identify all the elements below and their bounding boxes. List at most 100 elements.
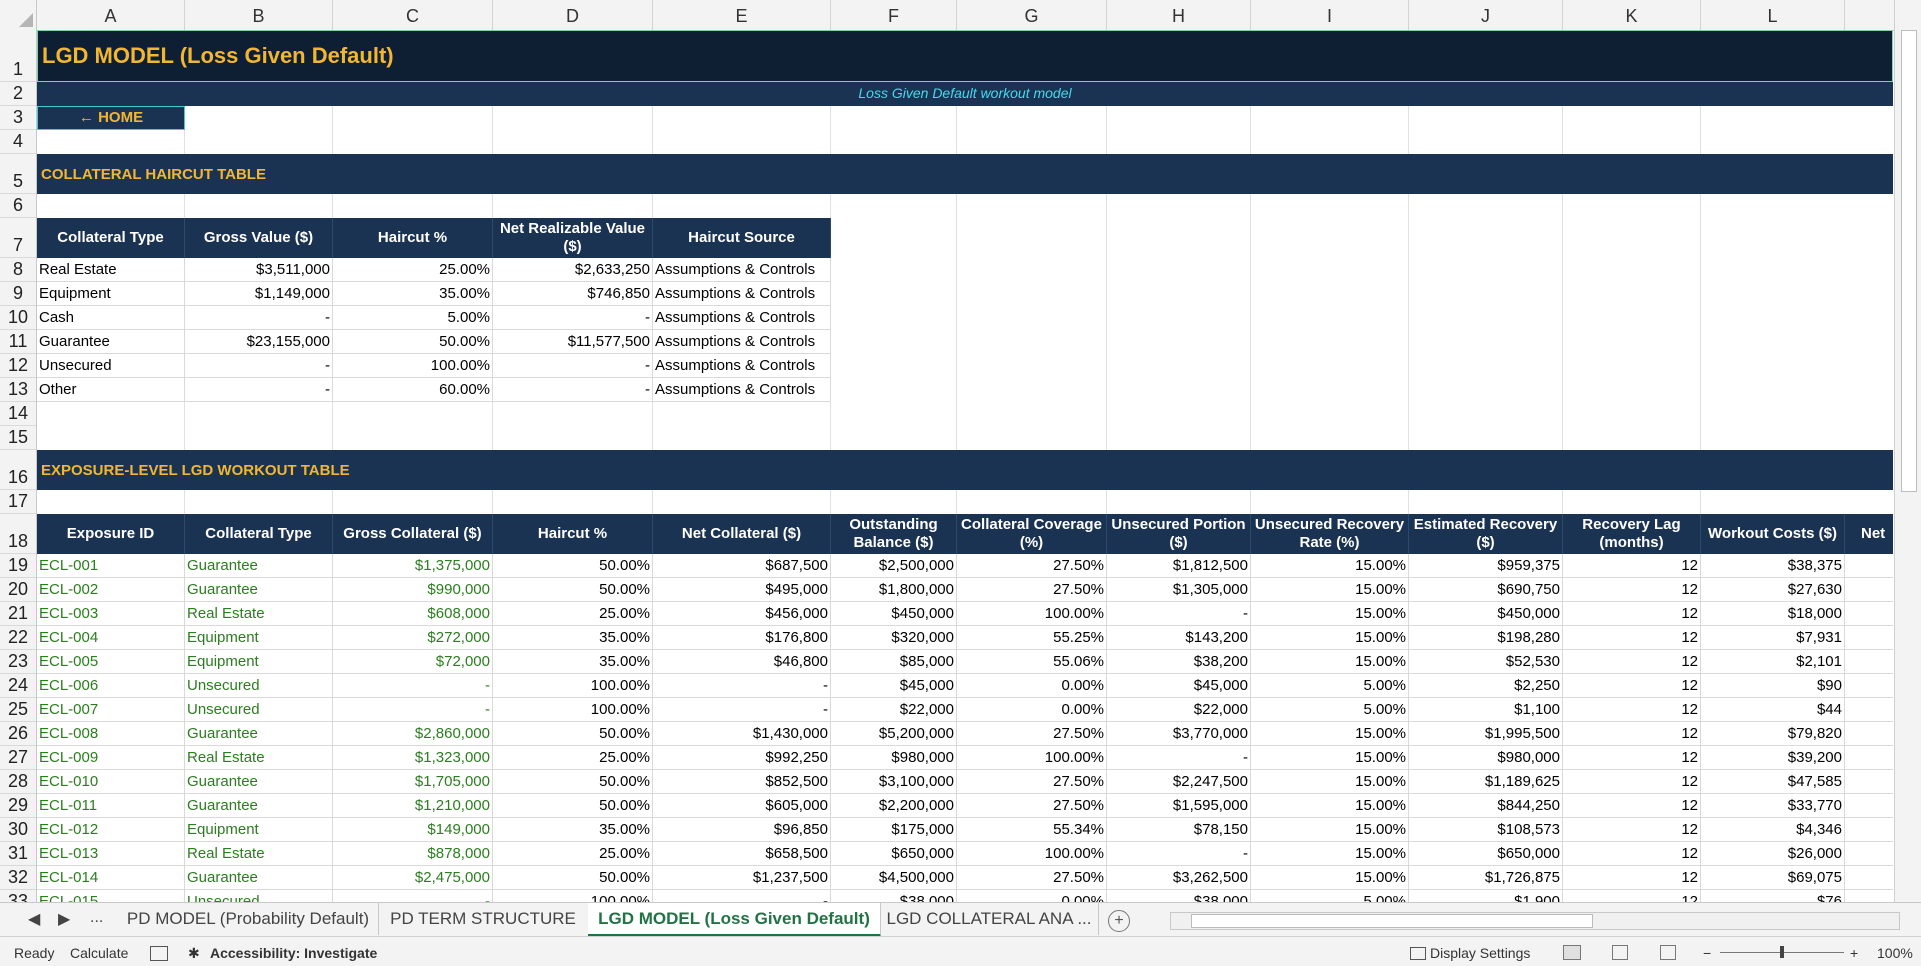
workout-cell[interactable]: $1,800,000: [831, 578, 957, 602]
haircut-cell[interactable]: 35.00%: [333, 282, 493, 306]
workout-cell[interactable]: ECL-004: [37, 626, 185, 650]
row-header[interactable]: 15: [0, 426, 36, 450]
haircut-cell[interactable]: Real Estate: [37, 258, 185, 282]
workout-cell[interactable]: $959,375: [1409, 554, 1563, 578]
haircut-cell[interactable]: Equipment: [37, 282, 185, 306]
workout-cell[interactable]: $1,726,875: [1409, 866, 1563, 890]
haircut-cell[interactable]: -: [185, 378, 333, 402]
workout-cell[interactable]: ECL-009: [37, 746, 185, 770]
workout-cell[interactable]: Guarantee: [185, 794, 333, 818]
workout-cell[interactable]: $687,500: [653, 554, 831, 578]
workout-cell[interactable]: -: [333, 698, 493, 722]
workout-cell[interactable]: 12: [1563, 578, 1701, 602]
vertical-scrollbar[interactable]: [1894, 0, 1921, 902]
row-header[interactable]: 29: [0, 794, 36, 818]
workout-cell[interactable]: -: [1107, 842, 1251, 866]
workout-cell[interactable]: 100.00%: [493, 698, 653, 722]
workout-cell[interactable]: 50.00%: [493, 794, 653, 818]
workout-cell[interactable]: 12: [1563, 866, 1701, 890]
workout-cell[interactable]: [1845, 794, 1893, 818]
workout-cell[interactable]: $176,800: [653, 626, 831, 650]
workout-cell[interactable]: Guarantee: [185, 554, 333, 578]
workout-cell[interactable]: $1,189,625: [1409, 770, 1563, 794]
workout-cell[interactable]: 12: [1563, 554, 1701, 578]
workout-cell[interactable]: -: [653, 890, 831, 902]
workout-cell[interactable]: ECL-007: [37, 698, 185, 722]
workout-cell[interactable]: 100.00%: [957, 746, 1107, 770]
workout-cell[interactable]: 27.50%: [957, 866, 1107, 890]
workout-cell[interactable]: [1845, 842, 1893, 866]
col-header-c[interactable]: C: [333, 0, 493, 30]
workout-cell[interactable]: -: [653, 698, 831, 722]
workout-cell[interactable]: ECL-008: [37, 722, 185, 746]
workout-cell[interactable]: 0.00%: [957, 890, 1107, 902]
workout-cell[interactable]: 25.00%: [493, 602, 653, 626]
prev-sheet-icon[interactable]: ◀: [28, 911, 41, 928]
workout-cell[interactable]: $690,750: [1409, 578, 1563, 602]
haircut-cell[interactable]: Cash: [37, 306, 185, 330]
row-header[interactable]: 8: [0, 258, 36, 282]
col-header-k[interactable]: K: [1563, 0, 1701, 30]
workout-cell[interactable]: $22,000: [1107, 698, 1251, 722]
workout-cell[interactable]: 35.00%: [493, 650, 653, 674]
workout-cell[interactable]: $143,200: [1107, 626, 1251, 650]
row-header[interactable]: 3: [0, 106, 36, 130]
horizontal-scroll-thumb[interactable]: [1191, 914, 1593, 928]
workout-cell[interactable]: [1845, 650, 1893, 674]
select-all-corner[interactable]: [0, 0, 37, 30]
workout-cell[interactable]: 55.34%: [957, 818, 1107, 842]
workout-cell[interactable]: [1845, 722, 1893, 746]
haircut-cell[interactable]: 60.00%: [333, 378, 493, 402]
workout-cell[interactable]: ECL-012: [37, 818, 185, 842]
row-header[interactable]: 32: [0, 866, 36, 890]
workout-cell[interactable]: $45,000: [831, 674, 957, 698]
row-header[interactable]: 30: [0, 818, 36, 842]
haircut-cell[interactable]: -: [493, 378, 653, 402]
workout-cell[interactable]: $38,375: [1701, 554, 1845, 578]
macro-record-icon[interactable]: [150, 946, 168, 961]
workout-cell[interactable]: ECL-003: [37, 602, 185, 626]
row-header[interactable]: 4: [0, 130, 36, 154]
haircut-cell[interactable]: Assumptions & Controls: [653, 282, 831, 306]
workout-cell[interactable]: Equipment: [185, 818, 333, 842]
workout-cell[interactable]: 12: [1563, 626, 1701, 650]
row-header[interactable]: 31: [0, 842, 36, 866]
row-header[interactable]: 24: [0, 674, 36, 698]
workout-cell[interactable]: $495,000: [653, 578, 831, 602]
workout-cell[interactable]: $878,000: [333, 842, 493, 866]
workout-cell[interactable]: $69,075: [1701, 866, 1845, 890]
workout-cell[interactable]: -: [333, 674, 493, 698]
workout-cell[interactable]: $990,000: [333, 578, 493, 602]
workout-cell[interactable]: $608,000: [333, 602, 493, 626]
workout-cell[interactable]: $1,812,500: [1107, 554, 1251, 578]
row-header[interactable]: 16: [0, 450, 36, 490]
display-settings-icon[interactable]: [1410, 947, 1426, 960]
workout-cell[interactable]: $5,200,000: [831, 722, 957, 746]
row-header[interactable]: 9: [0, 282, 36, 306]
workout-cell[interactable]: [1845, 554, 1893, 578]
next-sheet-icon[interactable]: ▶: [58, 911, 71, 928]
workout-cell[interactable]: $1,705,000: [333, 770, 493, 794]
workout-cell[interactable]: $38,000: [831, 890, 957, 902]
workout-cell[interactable]: ECL-013: [37, 842, 185, 866]
workout-cell[interactable]: $1,900: [1409, 890, 1563, 902]
workout-cell[interactable]: $2,101: [1701, 650, 1845, 674]
workout-cell[interactable]: 15.00%: [1251, 770, 1409, 794]
row-header[interactable]: 26: [0, 722, 36, 746]
workout-cell[interactable]: $1,595,000: [1107, 794, 1251, 818]
row-header[interactable]: 23: [0, 650, 36, 674]
workout-cell[interactable]: [1845, 770, 1893, 794]
add-sheet-button[interactable]: +: [1108, 910, 1130, 932]
workout-cell[interactable]: 55.25%: [957, 626, 1107, 650]
workout-cell[interactable]: 15.00%: [1251, 722, 1409, 746]
workout-cell[interactable]: $450,000: [1409, 602, 1563, 626]
workout-cell[interactable]: 15.00%: [1251, 746, 1409, 770]
workout-cell[interactable]: 12: [1563, 890, 1701, 902]
workout-cell[interactable]: $1,323,000: [333, 746, 493, 770]
col-header-j[interactable]: J: [1409, 0, 1563, 30]
workout-cell[interactable]: $2,250: [1409, 674, 1563, 698]
tab-lgd-collateral[interactable]: LGD COLLATERAL ANA ...: [880, 903, 1099, 935]
page-break-view-icon[interactable]: [1660, 945, 1676, 960]
workout-cell[interactable]: 0.00%: [957, 674, 1107, 698]
workout-cell[interactable]: $52,530: [1409, 650, 1563, 674]
